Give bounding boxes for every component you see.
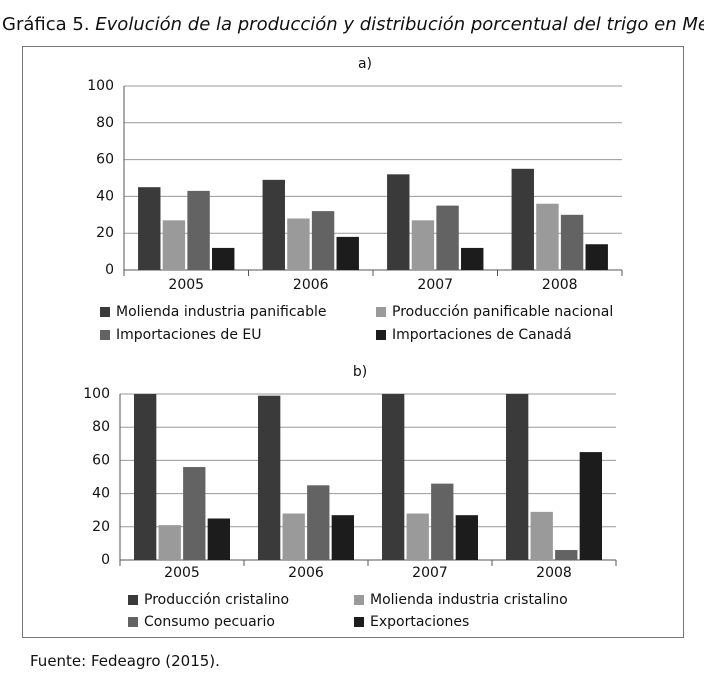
panel-a-legend-swatch [100,307,110,317]
panel-a-bar [560,214,584,270]
panel-a-x-tick-label: 2006 [293,277,329,293]
panel-b-legend-swatch [128,595,138,605]
panel-a-bar [287,218,310,270]
panel-b-bar [282,513,305,560]
panel-a-y-tick-label: 20 [96,225,114,241]
panel-a-y-tick-label: 60 [96,152,114,168]
panel-b-legend-label: Molienda industria cristalino [370,592,568,608]
panel-b-bar [555,550,578,560]
panel-a-bar [536,203,559,270]
panel-a-legend-swatch [100,330,110,340]
panel-b-bar [431,483,454,560]
panel-a-bar [387,174,410,270]
panel-b-x-tick-label: 2006 [288,565,324,581]
panel-b-label: b) [353,364,367,380]
panel-a-legend-label: Producción panificable nacional [392,304,613,320]
panel-b-legend-label: Producción cristalino [144,592,289,608]
panel-b-legend-swatch [128,617,138,627]
panel-b-y-tick-label: 80 [92,419,110,435]
panel-b-bar [183,467,206,560]
panel-a-x-tick-label: 2005 [168,277,204,293]
panel-a-bar [411,220,435,270]
panel-b-bar [506,394,529,560]
panel-a-legend-swatch [376,307,386,317]
panel-a-bar [187,190,210,270]
panel-b-bar [331,515,354,560]
figure-title-text: Evolución de la producción y distribució… [95,14,704,35]
panel-b-bar [455,515,478,560]
panel-a-bar [336,236,359,270]
panel-a-bar [262,179,285,270]
panel-a-y-tick-label: 100 [87,78,114,94]
panel-a-x-tick-label: 2008 [542,277,578,293]
panel-a-label: a) [358,56,372,72]
panel-b-bar [258,395,281,560]
panel-b-x-tick-label: 2005 [164,565,200,581]
panel-a-bar [511,168,534,270]
panel-b-bar [134,394,157,560]
panel-b-bar [579,452,602,560]
panel-b-y-tick-label: 100 [83,386,110,402]
source-note: Fuente: Fedeagro (2015). [30,652,220,670]
panel-b-bar [382,394,405,560]
panel-b-y-tick-label: 0 [101,552,110,568]
panel-a-y-tick-label: 40 [96,188,114,204]
panel-a-legend-label: Molienda industria panificable [116,304,327,320]
panel-a-bar [162,220,186,270]
panel-a-bar [461,247,484,270]
panel-a-bar [212,247,235,270]
panel-b-bar [307,485,330,560]
panel-a-legend-label: Importaciones de EU [116,327,261,343]
panel-b-legend-label: Consumo pecuario [144,614,275,630]
panel-a-y-tick-label: 80 [96,115,114,131]
panel-b-bar [158,525,181,560]
panel-a-bar [585,244,608,270]
panel-b-x-tick-label: 2008 [536,565,572,581]
panel-a-y-tick-label: 0 [105,262,114,278]
figure-number: Gráfica 5. [2,14,90,35]
panel-a-bar [138,187,161,270]
panel-b-legend-swatch [354,595,364,605]
panel-b-bar [530,511,553,560]
panel-b-bar [207,518,230,560]
chart-frame [22,46,684,638]
panel-b-y-tick-label: 40 [92,486,110,502]
panel-b-bar [406,513,429,560]
panel-b-legend-swatch [354,617,364,627]
panel-a-legend-label: Importaciones de Canadá [392,327,572,343]
panel-a-bar [436,205,459,270]
panel-a-bar [311,211,335,270]
panel-a-x-tick-label: 2007 [417,277,453,293]
panel-b-y-tick-label: 20 [92,519,110,535]
panel-b-x-tick-label: 2007 [412,565,448,581]
panel-b-legend-label: Exportaciones [370,614,469,630]
figure-title: Gráfica 5. Evolución de la producción y … [2,14,704,35]
panel-b-y-tick-label: 60 [92,452,110,468]
panel-a-legend-swatch [376,330,386,340]
